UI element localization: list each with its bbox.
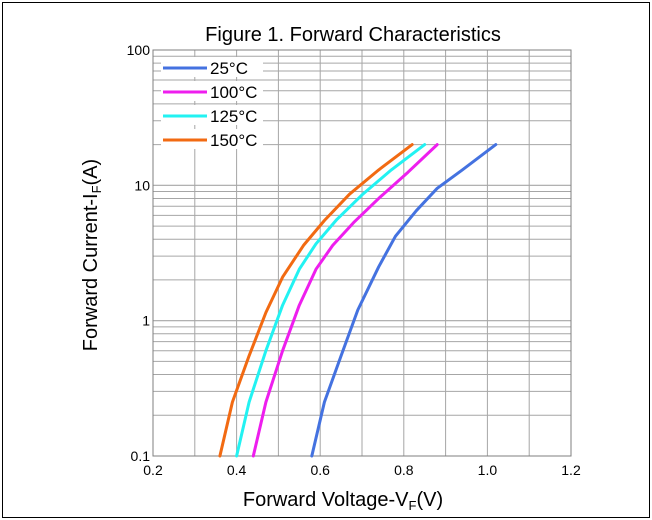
series-lines <box>218 143 498 458</box>
legend: 25°C 100°C 125°C 150°C <box>161 57 263 150</box>
legend-background <box>161 105 263 125</box>
y-tick-label: 0.1 <box>131 448 151 464</box>
legend-label: 100°C <box>210 83 257 102</box>
x-axis-label-main: Forward Voltage-V <box>243 489 409 511</box>
x-tick-label: 1.2 <box>561 462 581 478</box>
tick-labels: 0.2 0.4 0.6 0.8 1.0 1.2 0.1 1 10 100 <box>127 42 581 478</box>
x-axis-label-subscript: F <box>409 498 417 513</box>
series-line-100C <box>251 143 439 458</box>
series-line-25C <box>310 143 498 458</box>
x-axis-label-suffix: (V) <box>416 489 443 511</box>
plot-border <box>152 49 572 457</box>
y-axis-label-suffix: (A) <box>80 159 102 186</box>
chart-title: Figure 1. Forward Characteristics <box>205 24 501 46</box>
legend-background <box>161 81 263 101</box>
chart-svg: 0.2 0.4 0.6 0.8 1.0 1.2 0.1 1 10 100 25°C 100°C 125… <box>80 24 581 513</box>
x-tick-label: 0.8 <box>394 462 414 478</box>
x-tick-label: 0.4 <box>227 462 247 478</box>
y-axis-label-main: Forward Current-I <box>80 193 102 351</box>
x-tick-label: 1.0 <box>478 462 498 478</box>
x-axis-label: Forward Voltage-VF(V) <box>243 489 443 513</box>
series-line-150C <box>218 143 414 458</box>
y-tick-label: 1 <box>142 313 150 329</box>
x-tick-label: 0.6 <box>310 462 330 478</box>
x-tick-label: 0.2 <box>143 462 163 478</box>
legend-background <box>161 129 263 149</box>
legend-label: 125°C <box>210 107 257 126</box>
y-axis-label: Forward Current-IF(A) <box>80 159 104 351</box>
grid <box>153 50 571 456</box>
y-tick-label: 10 <box>134 177 150 193</box>
y-axis-label-subscript: F <box>89 185 104 193</box>
legend-label: 25°C <box>210 59 248 78</box>
legend-background <box>161 57 263 77</box>
y-tick-label: 100 <box>127 42 151 58</box>
legend-label: 150°C <box>210 131 257 150</box>
series-line-125C <box>235 143 427 458</box>
